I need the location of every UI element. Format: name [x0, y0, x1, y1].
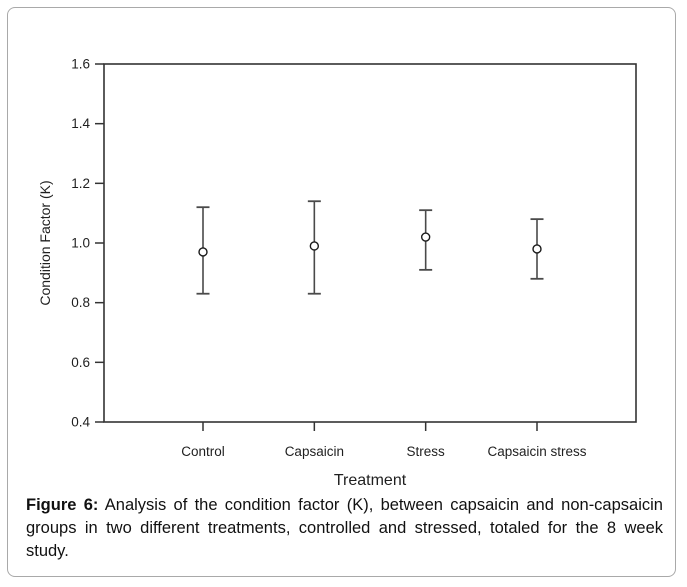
- data-point-marker: [198, 247, 208, 257]
- plot-frame: [103, 63, 637, 423]
- figure-caption-label: Figure 6:: [26, 496, 99, 514]
- y-tick-label: 0.8: [71, 295, 90, 310]
- x-tick-label: Capsaicin stress: [487, 444, 586, 459]
- x-tick-label: Stress: [407, 444, 446, 459]
- y-axis-title: Condition Factor (K): [37, 180, 53, 306]
- figure-card: 0.4 0.6 0.8 1.0 1.2 1.4 1.6 Control Capsaicin Str…: [7, 7, 676, 577]
- figure-caption-text: Analysis of the condition factor (K), be…: [26, 496, 663, 560]
- y-tick-label: 1.4: [71, 116, 90, 131]
- data-point-marker: [420, 232, 431, 242]
- x-axis-title: Treatment: [333, 472, 407, 489]
- y-tick-label: 0.6: [71, 355, 90, 370]
- y-tick-label: 1.2: [71, 176, 90, 191]
- x-tick-label: Control: [181, 444, 225, 459]
- y-tick-label: 1.6: [71, 57, 90, 72]
- y-tick-label: 1.0: [71, 236, 90, 251]
- y-tick-label: 0.4: [71, 415, 90, 430]
- x-tick-label: Capsaicin: [285, 444, 344, 459]
- chart-region: 0.4 0.6 0.8 1.0 1.2 1.4 1.6 Control Capsaicin Str…: [8, 8, 677, 503]
- plot-canvas: 0.4 0.6 0.8 1.0 1.2 1.4 1.6 Control Capsaicin Str…: [71, 57, 637, 459]
- data-point-marker: [532, 244, 542, 254]
- data-point-marker: [309, 241, 320, 251]
- figure-caption: Figure 6: Analysis of the condition fact…: [26, 494, 663, 563]
